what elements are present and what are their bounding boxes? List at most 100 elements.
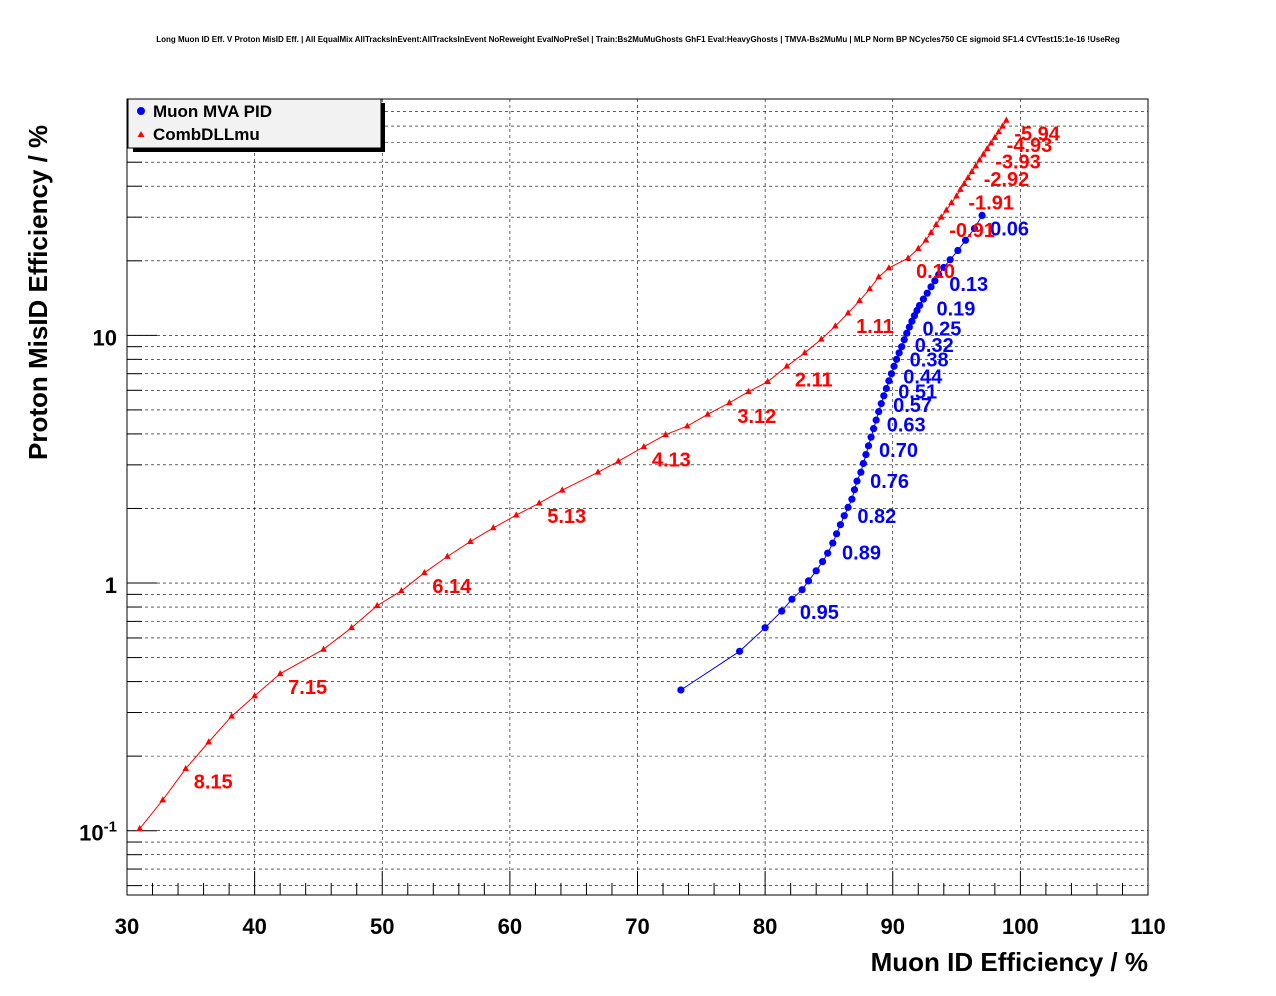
data-point: [898, 343, 906, 351]
data-point: [900, 336, 908, 344]
y-tick-label: 1: [105, 573, 117, 598]
data-point: [764, 377, 771, 385]
legend-marker-muon-mva: [137, 107, 145, 115]
point-label: 6.14: [432, 576, 472, 598]
data-point: [398, 587, 405, 594]
data-point: [276, 669, 284, 677]
data-point: [914, 244, 922, 251]
data-point: [818, 558, 827, 566]
data-point: [857, 468, 865, 476]
data-point: [915, 301, 924, 310]
data-point: [964, 173, 972, 181]
data-point: [320, 645, 327, 652]
data-point: [804, 577, 813, 585]
data-point: [840, 512, 848, 520]
data-point: [761, 624, 769, 632]
data-point: [726, 399, 733, 406]
data-point: [991, 133, 999, 140]
legend-marker-combdllmu: [137, 131, 145, 137]
data-point: [887, 370, 896, 378]
point-label: 4.13: [652, 450, 691, 472]
data-point: [987, 139, 995, 146]
data-point: [953, 192, 960, 199]
point-label: 7.15: [288, 677, 327, 699]
data-point: [999, 122, 1006, 129]
data-point: [862, 450, 870, 459]
data-point: [421, 568, 428, 576]
x-tick-label: 60: [498, 914, 522, 939]
data-point: [832, 530, 841, 538]
data-point: [923, 289, 931, 297]
data-point: [228, 712, 235, 719]
data-point: [937, 213, 945, 220]
point-label: -2.92: [984, 169, 1030, 191]
data-point: [927, 283, 935, 291]
data-point: [905, 323, 913, 331]
point-label: 0.57: [893, 395, 932, 417]
point-label: -1.91: [968, 193, 1014, 215]
data-point: [467, 537, 474, 544]
data-point: [972, 162, 980, 169]
data-point: [836, 521, 845, 529]
data-point: [932, 220, 940, 227]
data-point: [919, 295, 927, 303]
data-point: [778, 607, 786, 615]
data-point: [1003, 116, 1010, 123]
data-point: [976, 156, 983, 163]
data-point: [640, 442, 648, 450]
data-point: [444, 552, 451, 559]
data-point: [885, 264, 893, 271]
data-point: [880, 392, 888, 400]
data-point: [903, 329, 911, 337]
data-point: [736, 647, 744, 655]
data-point: [978, 211, 986, 219]
data-point: [817, 335, 825, 342]
data-point: [870, 425, 878, 433]
data-point: [489, 524, 497, 531]
point-label: -5.94: [1014, 123, 1060, 145]
data-point: [954, 246, 962, 255]
point-label: 1.11: [856, 316, 894, 338]
data-point: [960, 179, 968, 186]
data-point: [885, 377, 893, 385]
data-point: [850, 486, 859, 494]
point-label: 0.95: [800, 602, 839, 624]
grid: [127, 98, 1148, 895]
point-label: 0.76: [870, 471, 909, 493]
data-point: [251, 692, 258, 699]
x-tick-label: 30: [115, 914, 139, 939]
axis-ticks: [126, 98, 1149, 895]
data-point: [872, 416, 880, 424]
data-point: [848, 495, 856, 503]
data-point: [890, 362, 898, 370]
data-point: [927, 228, 935, 235]
data-point: [348, 623, 355, 631]
x-axis-title: Muon ID Efficiency / %: [871, 947, 1148, 977]
point-label: 0.38: [910, 350, 949, 372]
data-point: [968, 167, 976, 175]
data-point: [970, 224, 979, 233]
x-tick-label: 110: [1130, 914, 1166, 939]
data-point: [798, 586, 806, 594]
data-point: [801, 349, 808, 356]
point-label: 8.15: [194, 772, 233, 794]
series-0: [677, 211, 986, 694]
point-label: 0.70: [879, 440, 918, 462]
data-point: [882, 384, 890, 393]
data-point: [558, 486, 566, 493]
data-point: [844, 503, 852, 511]
data-point: [867, 433, 875, 441]
data-point: [844, 309, 852, 316]
data-point: [931, 277, 939, 285]
data-point: [677, 686, 685, 694]
data-point: [980, 150, 987, 157]
point-label: 0.89: [842, 542, 881, 564]
point-label: 0.44: [903, 366, 943, 388]
x-tick-label: 40: [242, 914, 266, 939]
data-point: [594, 468, 602, 475]
data-point: [866, 285, 874, 292]
data-point: [943, 206, 950, 213]
data-point: [745, 387, 752, 395]
data-point: [948, 198, 955, 206]
